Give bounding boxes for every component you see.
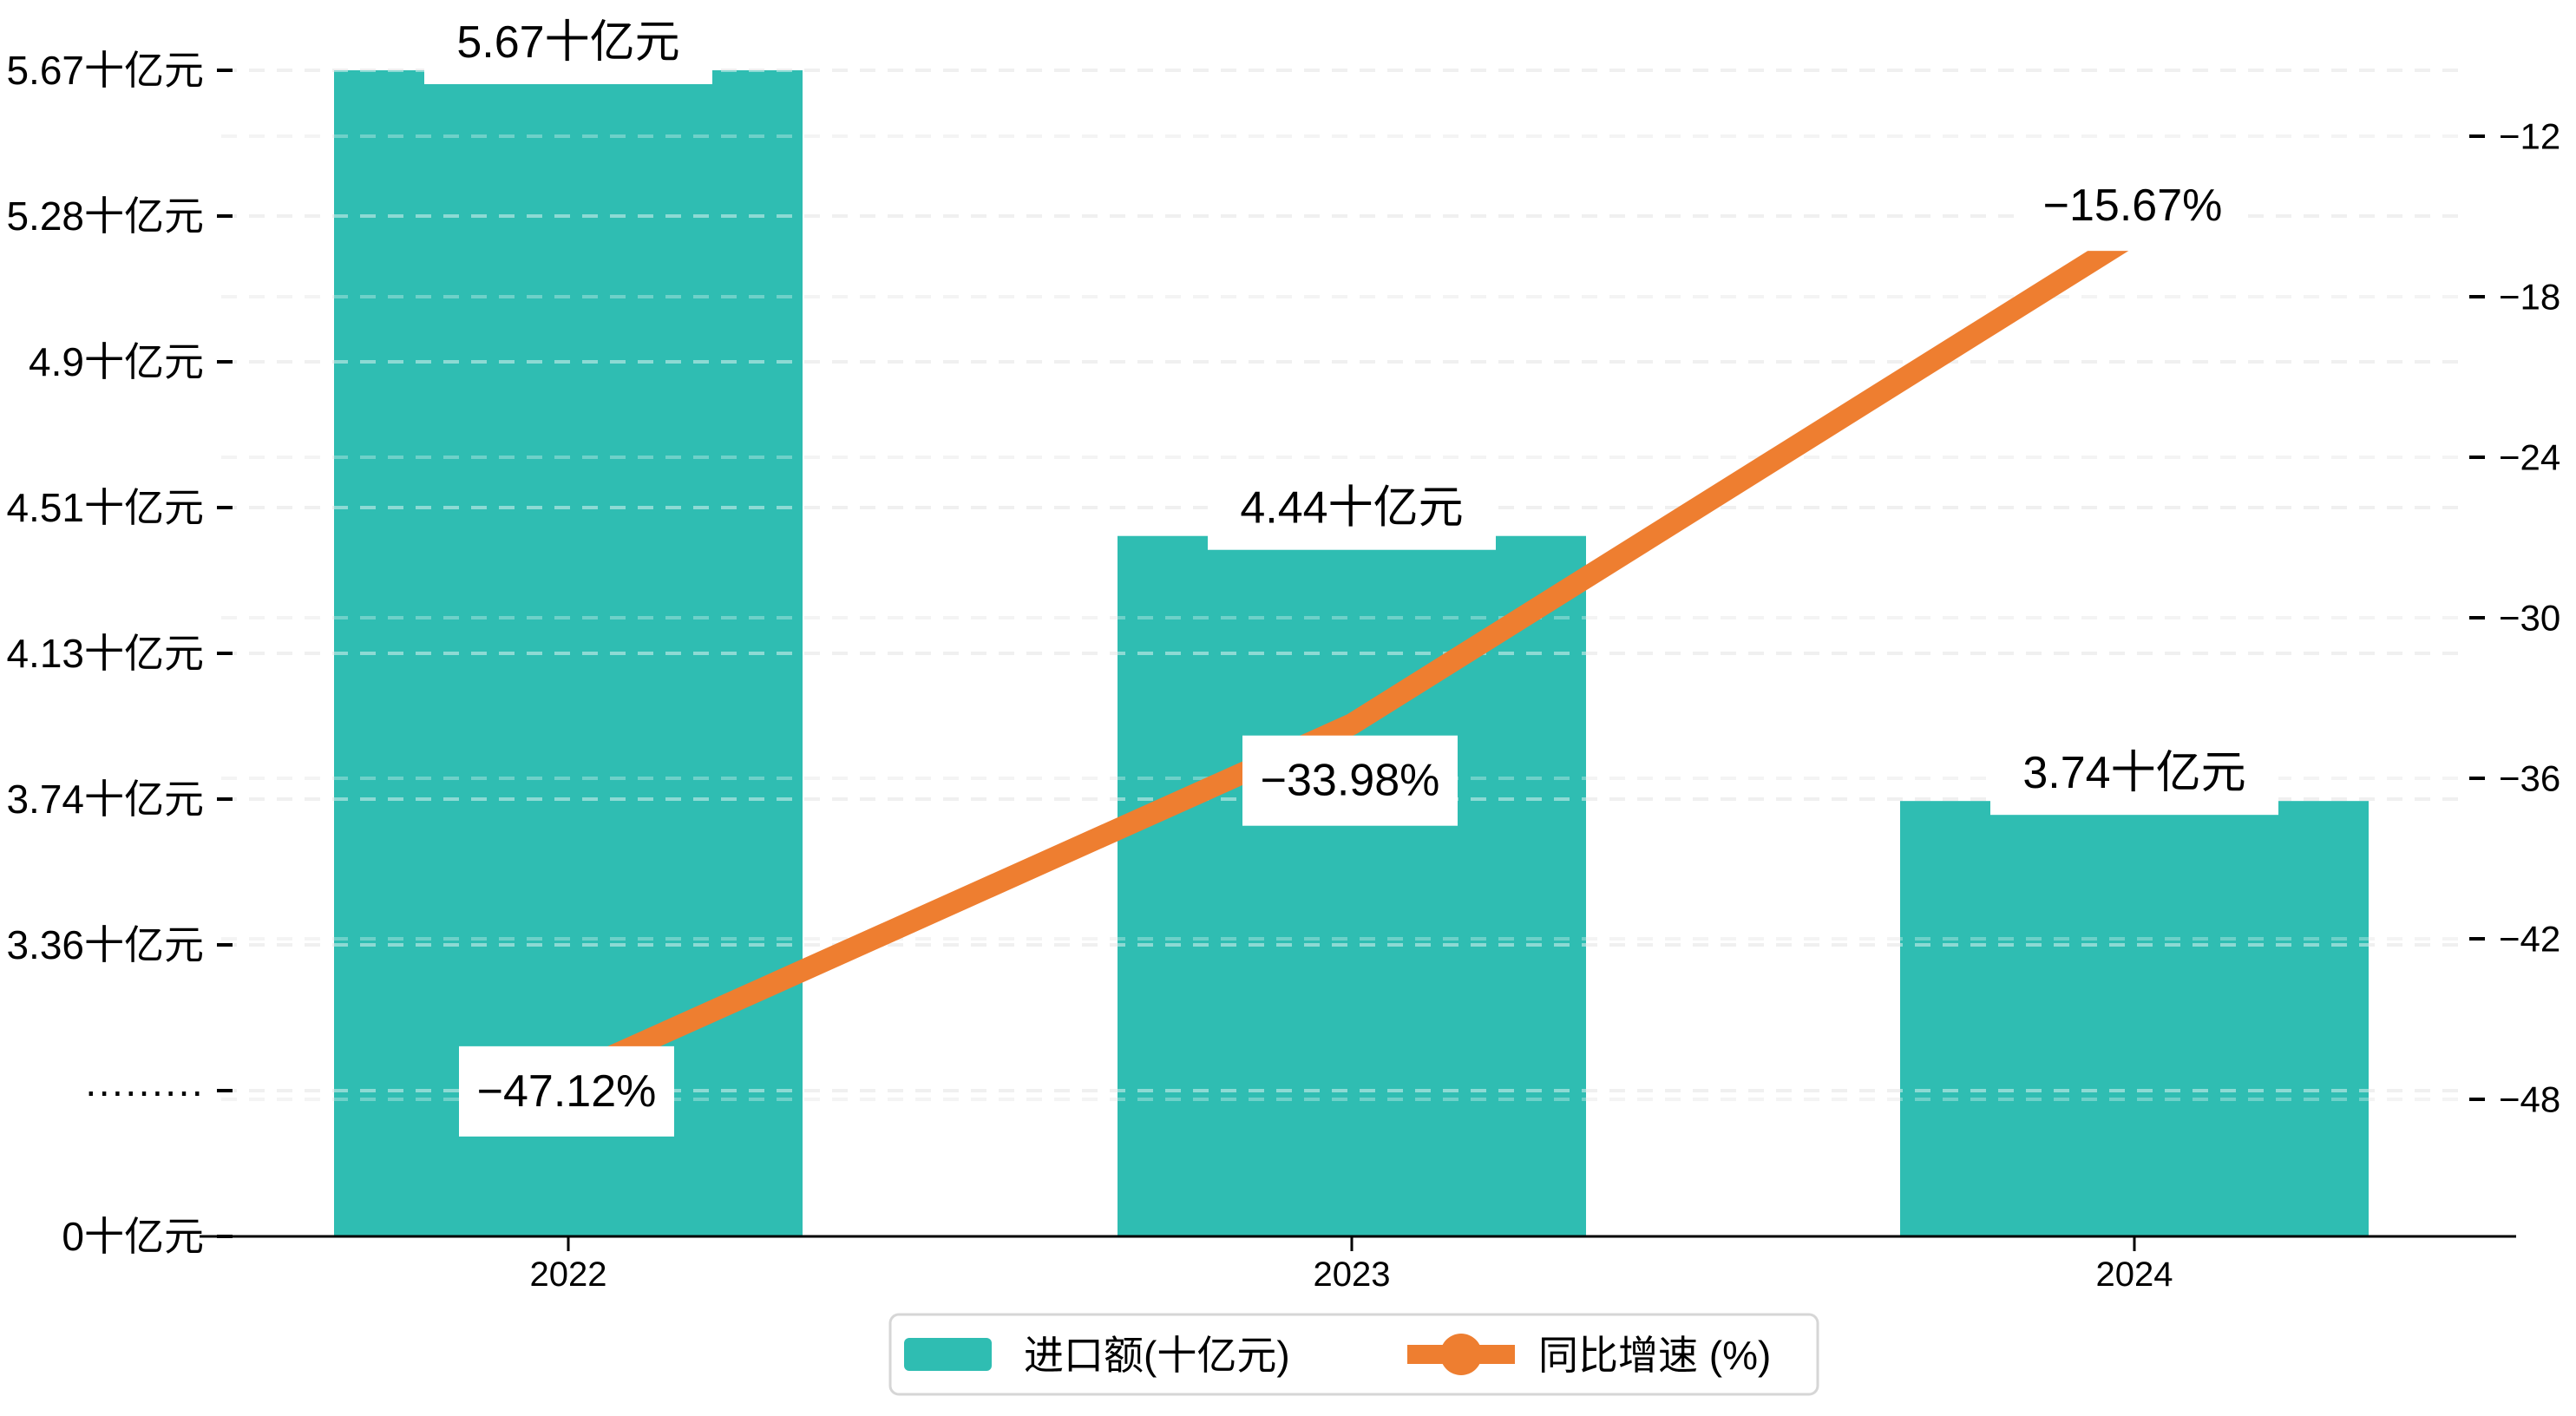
line-value-label: −33.98%	[1261, 756, 1440, 806]
right-axis-tick-label: −12	[2499, 116, 2560, 157]
legend-dot-icon	[1440, 1334, 1482, 1375]
x-axis-label-2023: 2023	[1314, 1255, 1391, 1294]
x-axis-label-2024: 2024	[2096, 1255, 2173, 1294]
left-axis-tick-label: 4.9十亿元	[29, 339, 204, 384]
right-axis-tick-label: −48	[2499, 1079, 2560, 1120]
x-axis-label-2022: 2022	[530, 1255, 607, 1294]
right-axis-tick-label: −30	[2499, 598, 2560, 639]
left-axis-tick-label: 3.36十亿元	[6, 922, 204, 967]
legend-bar-swatch-icon	[904, 1338, 992, 1371]
left-axis-break-label: ·········	[84, 1068, 204, 1113]
legend-item-growth[interactable]: 同比增速 (%)	[1538, 1333, 1771, 1378]
growth-line[interactable]	[563, 225, 2140, 1086]
right-axis-tick-label: −18	[2499, 277, 2560, 318]
line-value-label-box	[2025, 161, 2240, 252]
left-axis-tick-label: 5.28十亿元	[6, 193, 204, 239]
bar-value-label-box	[424, 0, 712, 84]
left-axis-tick-label: 4.13十亿元	[6, 631, 204, 676]
bar-2023[interactable]	[1118, 535, 1586, 1236]
right-axis-tick-label: −36	[2499, 758, 2560, 799]
bar-2022[interactable]	[334, 70, 803, 1236]
legend-item-imports[interactable]: 进口额(十亿元)	[1024, 1333, 1290, 1378]
left-axis-tick-label: 3.74十亿元	[6, 777, 204, 822]
left-axis-tick-label: 5.67十亿元	[6, 48, 204, 93]
line-value-label: −47.12%	[477, 1066, 657, 1117]
bar-value-label-box	[1990, 728, 2278, 816]
line-value-label: −15.67%	[2043, 180, 2223, 231]
bar-value-label-box	[1208, 462, 1496, 550]
left-axis-tick-label: 0十亿元	[62, 1214, 204, 1259]
left-axis-tick-label: 4.51十亿元	[6, 485, 204, 530]
bar-value-label: 3.74十亿元	[2022, 748, 2245, 798]
right-axis-tick-label: −42	[2499, 919, 2560, 960]
legend-box	[888, 1313, 1819, 1396]
bar-value-label: 5.67十亿元	[456, 17, 679, 68]
right-axis-tick-label: −24	[2499, 437, 2560, 478]
line-value-label-box	[1242, 735, 1458, 826]
bar-value-label: 4.44十亿元	[1240, 483, 1463, 534]
line-value-label-box	[459, 1046, 674, 1137]
bar-2024[interactable]	[1900, 801, 2369, 1236]
